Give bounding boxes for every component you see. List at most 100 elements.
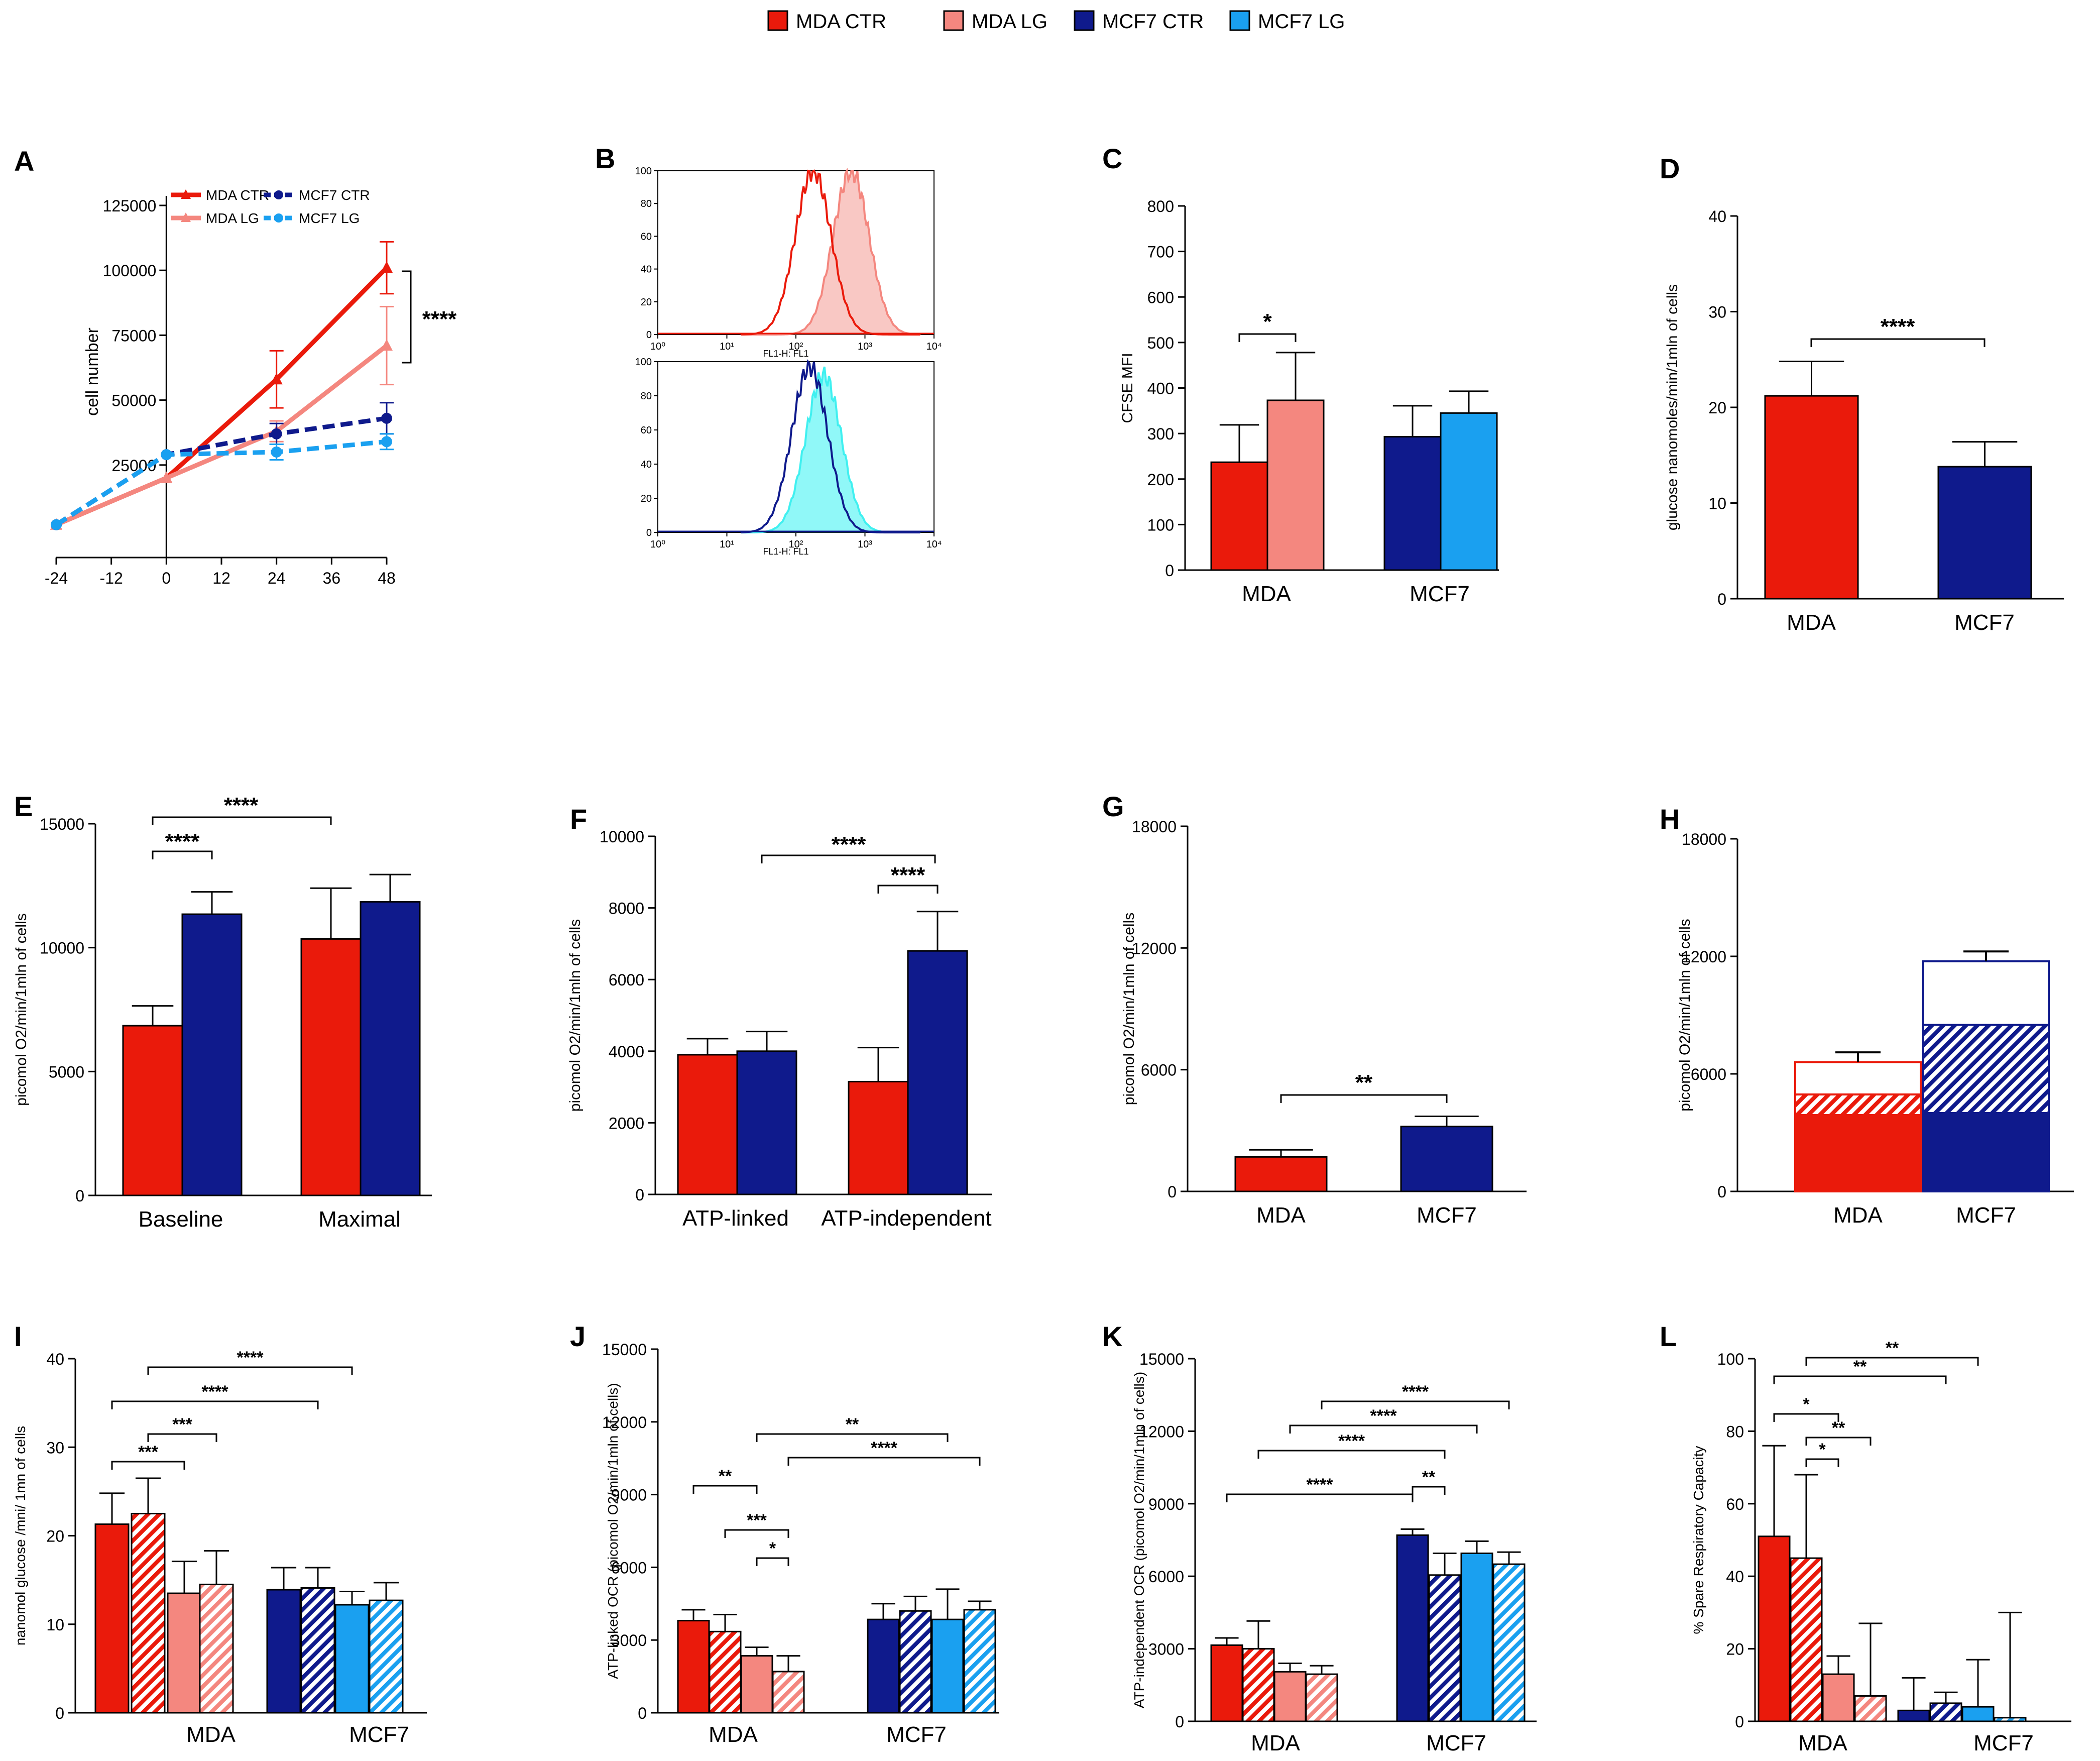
y-tick-label: 500: [1147, 334, 1174, 352]
panel-g: 0 6000 12000 18000 picomol O2/min/1mln of ce…: [1121, 818, 1527, 1228]
y-tick-label: 12000: [1682, 948, 1726, 966]
significance-bracket: [756, 1557, 789, 1566]
legend-item: MCF7 CTR: [1074, 10, 1204, 33]
panel-i: 0 10 20 30 40 nanomol glucose /mni/ 1mn of ce…: [13, 1348, 427, 1747]
y-tick-label: 60: [1726, 1495, 1744, 1513]
y-tick-label: 50000: [111, 392, 156, 410]
panel-j: 0 3000 6000 9000 12000 15000 ATP-linked OCR (p…: [602, 1341, 999, 1747]
series-line: [55, 416, 387, 527]
y-tick-label: 80: [1726, 1422, 1744, 1441]
panel-d: 0 10 20 30 40 glucose nanomoles/min/1mln of c…: [1664, 207, 2064, 635]
bar: [931, 1618, 964, 1714]
y-tick-label: 30: [1708, 303, 1726, 321]
y-tick-label: 40: [641, 459, 652, 470]
data-point: [381, 339, 393, 351]
y-tick-label: 15000: [40, 815, 84, 833]
significance-label: ****: [1402, 1382, 1429, 1401]
panel-letter: D: [1660, 153, 1680, 184]
significance-bracket: [111, 1400, 319, 1409]
legend-marker: [181, 189, 191, 199]
bar: [1994, 1717, 2027, 1722]
y-tick-label: 6000: [1141, 1061, 1177, 1079]
bar: [94, 1523, 130, 1714]
bar: [1266, 399, 1325, 571]
x-tick-label: 10²: [789, 341, 803, 352]
y-tick-label: 0: [646, 527, 652, 538]
bar: [1242, 1648, 1275, 1722]
legend-label: MDA LG: [206, 210, 259, 226]
significance-label: ***: [138, 1443, 158, 1462]
panel-letter: E: [14, 791, 33, 822]
x-category-label: Baseline: [139, 1207, 223, 1232]
x-category-label: MCF7: [1426, 1731, 1486, 1755]
y-axis-label: picomol O2/min/1mln of cells: [1121, 913, 1137, 1105]
panel-h: 0 6000 12000 18000 picomol O2/min/1mln of ce…: [1677, 830, 2074, 1228]
y-tick-label: 10000: [40, 939, 84, 957]
significance-label: *: [1263, 309, 1272, 334]
y-tick-label: 20: [641, 297, 652, 308]
y-tick-label: 40: [641, 264, 652, 275]
x-category-label: MCF7: [349, 1722, 409, 1747]
legend-item: MDA LG: [943, 10, 1047, 33]
significance-bracket: [692, 1485, 758, 1494]
legend-label: MDA LG: [972, 11, 1047, 33]
y-axis-label: cell number: [83, 327, 102, 416]
y-tick-label: 20: [641, 493, 652, 504]
bar: [867, 1618, 900, 1714]
significance-bracket: [111, 1461, 185, 1470]
significance-label: ****: [1370, 1406, 1397, 1425]
bar: [1822, 1673, 1855, 1722]
y-tick-label: 6000: [609, 971, 644, 989]
bar: [1396, 1534, 1429, 1722]
legend-item: MCF7 LG: [1229, 10, 1345, 33]
data-point: [381, 412, 392, 424]
bar: [677, 1054, 738, 1195]
y-tick-label: 10: [1708, 495, 1726, 513]
bar: [1460, 1552, 1493, 1722]
bar: [1764, 395, 1859, 600]
panel-letter: H: [1660, 803, 1680, 835]
y-tick-label: 100000: [103, 262, 157, 280]
x-category-label: MCF7: [1954, 610, 2015, 635]
x-category-label: MCF7: [1973, 1731, 2034, 1755]
bar: [907, 950, 968, 1195]
significance-label: *: [1819, 1440, 1826, 1459]
y-tick-label: 6000: [1691, 1065, 1726, 1083]
y-tick-label: 0: [1165, 562, 1174, 580]
stacked-bar-segment: [1922, 960, 2050, 1026]
x-category-label: ATP-independent: [821, 1206, 991, 1231]
significance-bracket: [1257, 1450, 1446, 1459]
x-tick-label: 12: [212, 569, 230, 587]
significance-bracket: [1805, 1357, 1979, 1366]
x-category-label: Maximal: [318, 1207, 401, 1232]
significance-bracket: [1773, 1375, 1947, 1384]
significance-bracket: [1289, 1424, 1478, 1434]
significance-label: **: [846, 1415, 859, 1434]
stacked-bar-segment: [1794, 1114, 1922, 1192]
legend-label: MCF7 LG: [299, 210, 360, 226]
bar: [181, 913, 243, 1196]
y-tick-label: 10: [46, 1616, 64, 1634]
panel-letter: C: [1102, 143, 1122, 174]
y-tick-label: 0: [635, 1186, 644, 1204]
bar: [677, 1620, 710, 1714]
y-tick-label: 0: [1717, 590, 1726, 608]
significance-bracket: [1321, 1400, 1510, 1409]
significance-bracket: [147, 1366, 353, 1375]
histogram-curve: [740, 169, 920, 336]
x-axis-label: FL1-H: FL1: [763, 349, 808, 359]
y-tick-label: 100: [1147, 516, 1174, 534]
y-tick-label: 80: [641, 198, 652, 209]
data-point: [381, 436, 392, 448]
significance-bracket: [1805, 1437, 1872, 1446]
bar: [736, 1050, 797, 1195]
bar: [266, 1589, 301, 1714]
legend-item: MDA CTR: [767, 10, 886, 33]
y-tick-label: 40: [46, 1350, 64, 1368]
x-category-label: MDA: [709, 1722, 758, 1747]
x-tick-label: 10³: [858, 539, 872, 550]
significance-label: **: [1355, 1070, 1373, 1095]
stacked-bar-segment: [1922, 1112, 2050, 1192]
bar: [1961, 1706, 1995, 1722]
